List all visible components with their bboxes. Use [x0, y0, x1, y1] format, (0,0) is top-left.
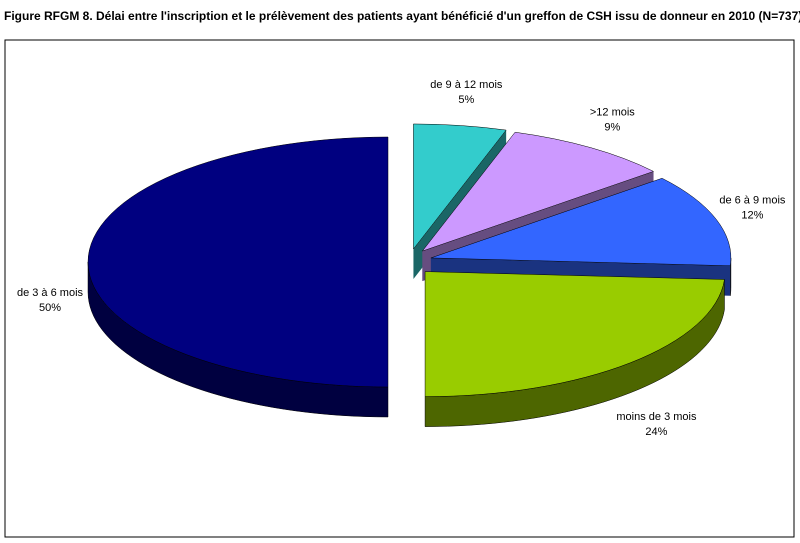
value-label: 12%	[741, 209, 763, 221]
slice-label: moins de 3 mois	[616, 411, 697, 423]
slice	[424, 271, 725, 397]
labels: de 9 à 12 mois 5% >12 mois 9% de 6 à 9 mois 1…	[17, 79, 786, 438]
slice	[413, 123, 507, 250]
value-label: 50%	[39, 302, 61, 314]
value-label: 24%	[645, 426, 667, 438]
slice	[87, 136, 389, 388]
slice	[430, 177, 732, 267]
chart-title: Figure RFGM 8. Délai entre l'inscription…	[4, 9, 800, 23]
slice-tops	[87, 123, 732, 397]
value-label: 5%	[458, 94, 474, 106]
value-label: 9%	[604, 121, 620, 133]
slice-label: de 6 à 9 mois	[719, 194, 786, 206]
slice	[421, 131, 655, 252]
slice-label: de 9 à 12 mois	[430, 79, 503, 91]
slice-label: de 3 à 6 mois	[17, 287, 84, 299]
slice-label: >12 mois	[590, 106, 635, 118]
